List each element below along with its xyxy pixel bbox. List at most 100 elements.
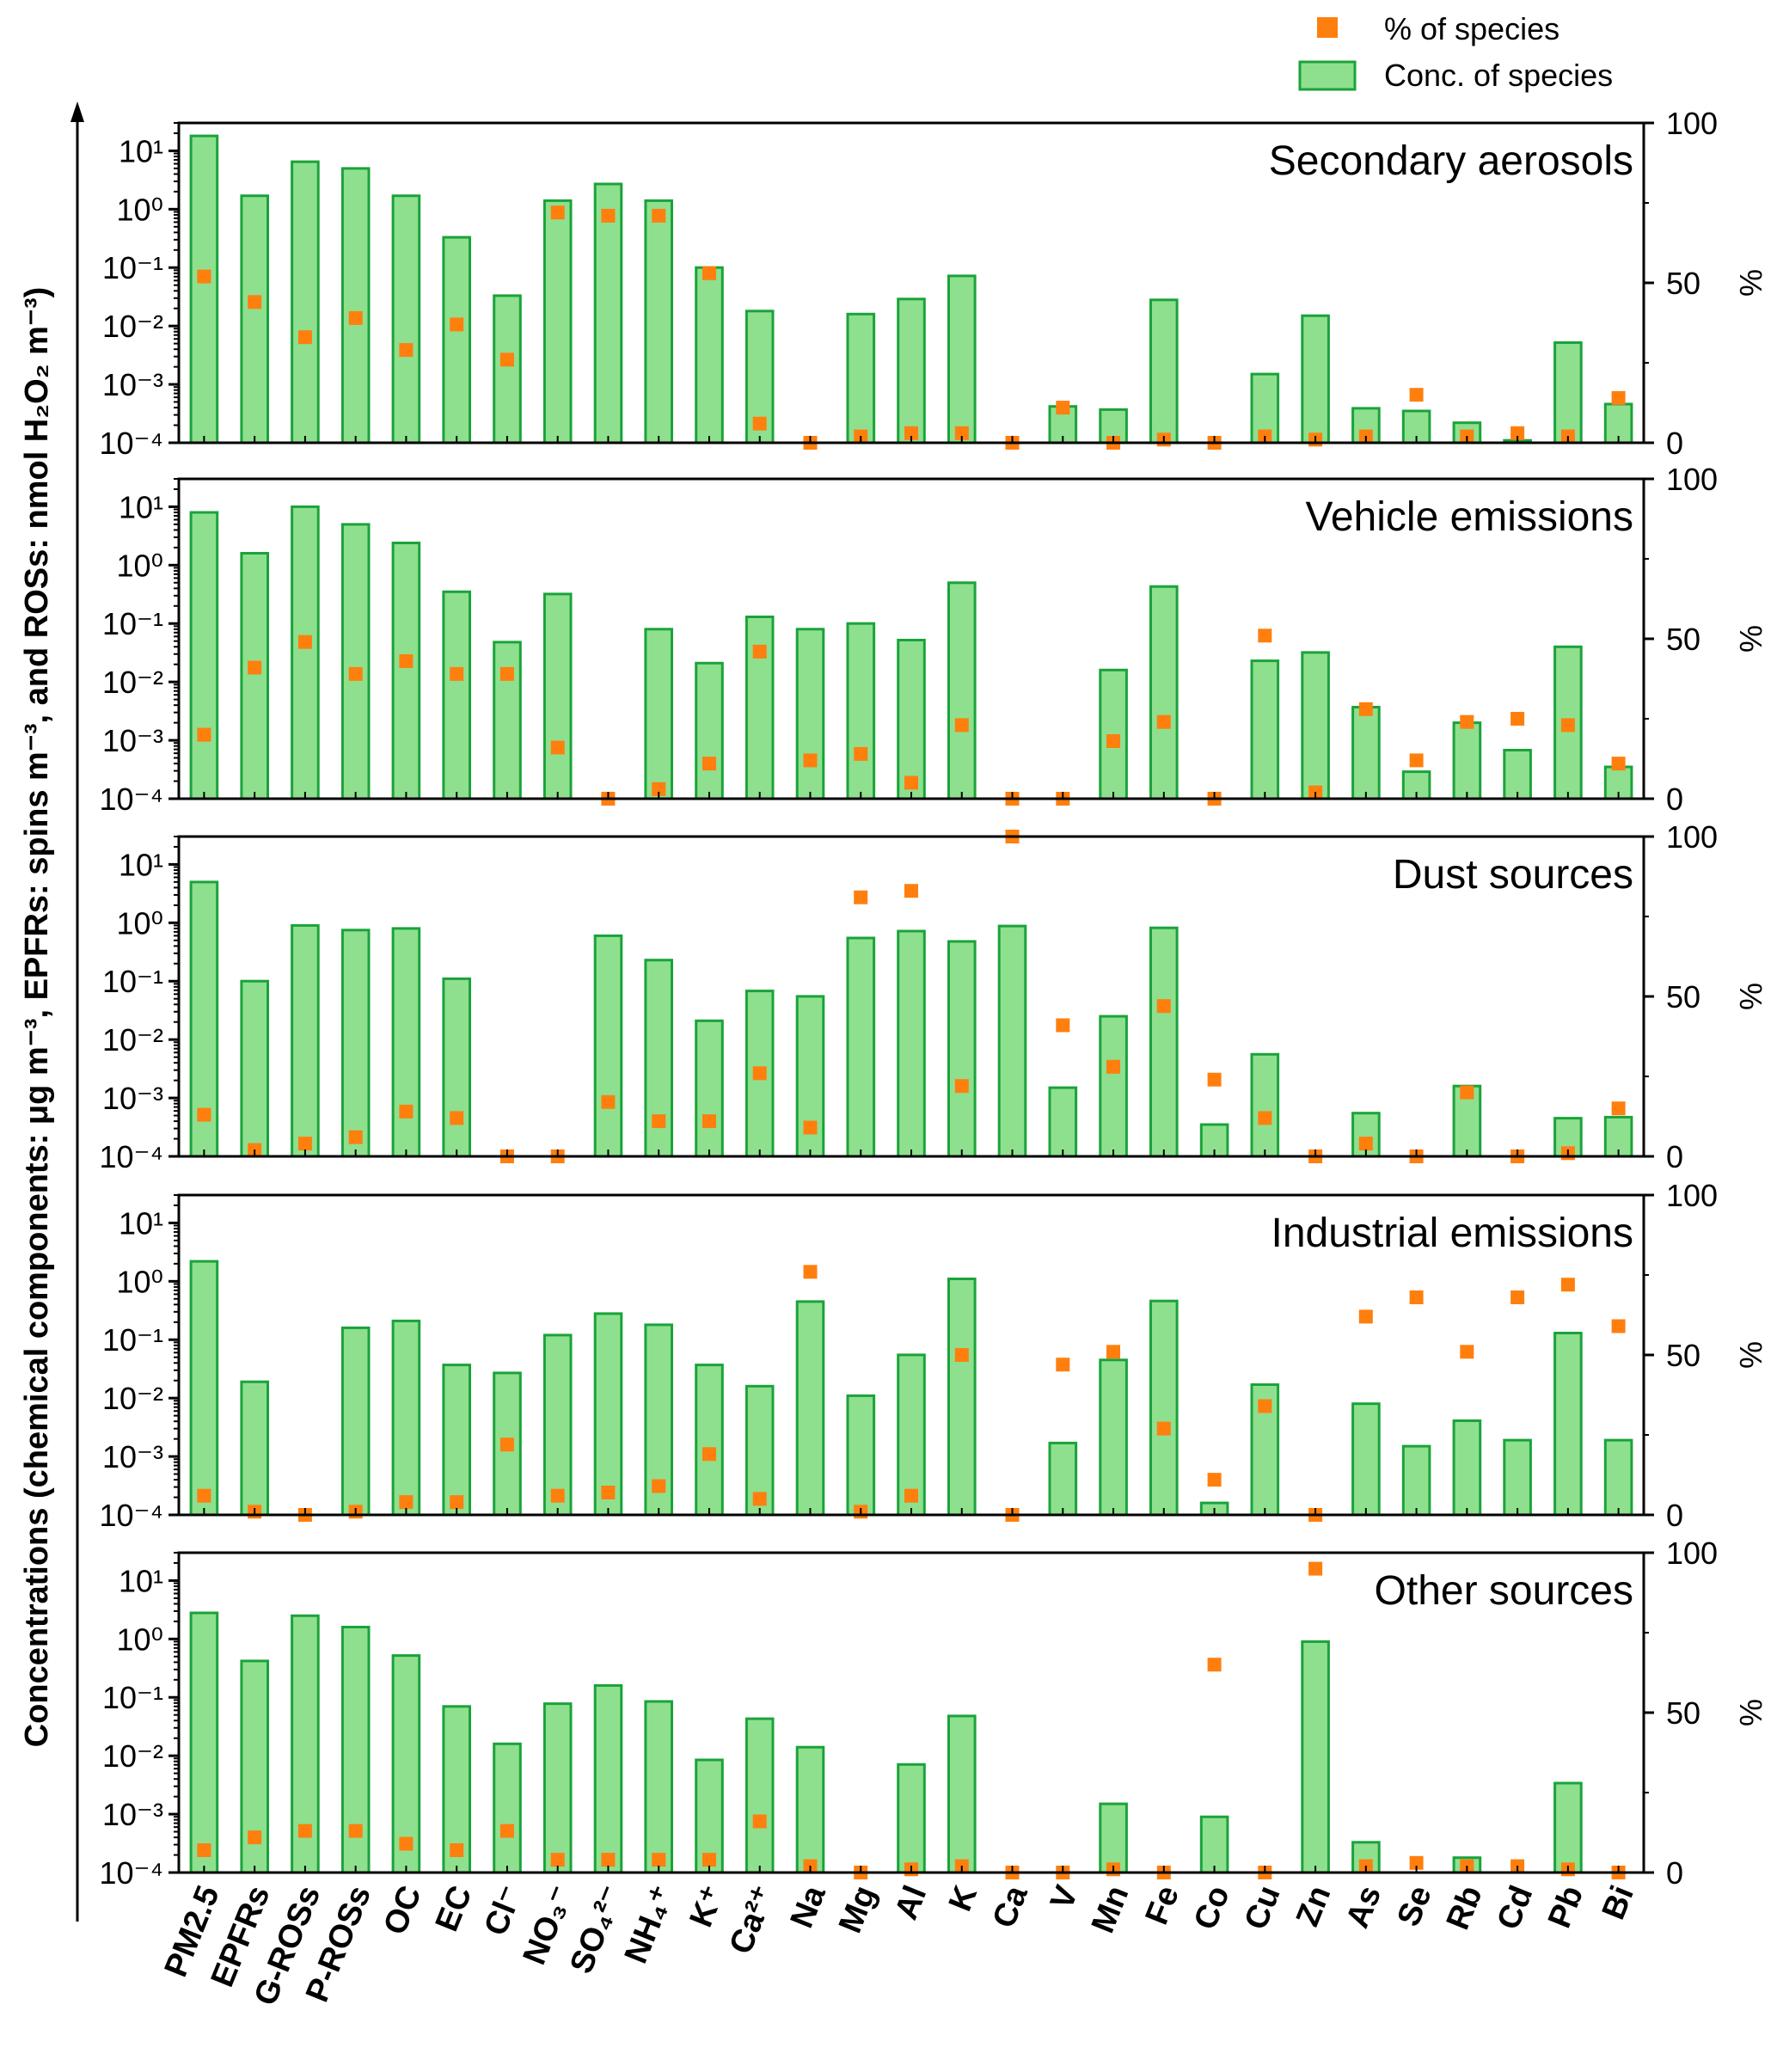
y-tick-label: 10¹ (119, 489, 163, 524)
y-tick-label: 10⁻² (102, 309, 163, 344)
legend-pct-marker (1317, 17, 1338, 38)
conc-bar (291, 923, 320, 1158)
panel-1: 10¹ 10⁰ 10⁻¹ 10⁻² 10⁻³ 10⁻⁴ 100 50 0% Secondary a… (99, 106, 1768, 461)
y-tick-label: 10⁻³ (102, 367, 163, 402)
right-tick-label: 50 (1666, 266, 1700, 301)
x-tick-label: Fe (1139, 1881, 1187, 1930)
pct-marker (1611, 1101, 1626, 1116)
x-tick-label: Mg (832, 1881, 883, 1939)
pct-marker (702, 266, 716, 280)
conc-bar (644, 628, 674, 800)
conc-bar (189, 1611, 219, 1874)
pct-marker (752, 416, 767, 431)
conc-bar (846, 622, 876, 800)
conc-bar (391, 927, 421, 1158)
conc-bar (542, 199, 573, 444)
y-tick-label: 10⁻³ (102, 1439, 163, 1474)
conc-bar (340, 1326, 371, 1517)
legend-conc-swatch (1298, 60, 1357, 91)
conc-bar (745, 990, 775, 1158)
y-tick-label: 10⁰ (117, 1264, 163, 1299)
right-tick-label: 0 (1666, 1498, 1683, 1533)
conc-bar (240, 194, 269, 444)
right-tick-label: 100 (1666, 106, 1718, 141)
conc-bar (1452, 721, 1482, 800)
conc-bar (695, 1364, 724, 1517)
conc-bar (1250, 1052, 1280, 1158)
x-tick-label: K⁺ (683, 1881, 732, 1933)
conc-bar (695, 266, 724, 444)
conc-bar (1603, 1438, 1633, 1517)
right-tick-label: 100 (1666, 1536, 1718, 1571)
pct-marker (348, 310, 363, 325)
conc-bar (897, 1353, 926, 1517)
conc-bar (240, 1380, 269, 1517)
pct-marker (297, 634, 312, 649)
panel-3: 10¹ 10⁰ 10⁻¹ 10⁻² 10⁻³ 10⁻⁴ 100 50 0% Dust source… (99, 819, 1768, 1174)
y-tick-label: 10¹ (119, 1205, 163, 1241)
y-tick-label: 10⁻⁴ (99, 782, 163, 817)
conc-bar (391, 1319, 421, 1517)
conc-bar (846, 936, 876, 1158)
pct-marker (1258, 628, 1272, 643)
pct-marker (197, 269, 211, 284)
pct-marker (702, 757, 716, 771)
pct-marker (1611, 757, 1626, 771)
right-tick-label: 0 (1666, 782, 1683, 817)
x-tick-label: Cd (1491, 1881, 1541, 1935)
pct-marker (1258, 1111, 1272, 1125)
conc-bar (1503, 1438, 1532, 1517)
conc-bar (1099, 1358, 1128, 1517)
x-tick-label: Al (888, 1881, 934, 1925)
x-tick-label: Zn (1290, 1881, 1338, 1932)
conc-bar (391, 194, 421, 444)
conc-bar (1301, 1640, 1330, 1874)
pct-marker (702, 1114, 716, 1129)
pct-marker (450, 1843, 464, 1857)
panel-5: 10¹ 10⁰ 10⁻¹ 10⁻² 10⁻³ 10⁻⁴ 100 50 0% Other sourc… (99, 1536, 1768, 1891)
conc-bar (1351, 706, 1381, 800)
pct-marker (1409, 1290, 1424, 1304)
conc-bar (1149, 1299, 1179, 1517)
pct-marker (248, 1830, 262, 1845)
legend-conc-label: Conc. of species (1384, 58, 1613, 93)
right-tick-label: 50 (1666, 622, 1700, 657)
pct-marker (803, 1120, 818, 1135)
pct-marker (550, 1853, 565, 1867)
conc-bar (745, 616, 775, 800)
conc-bar (1149, 926, 1179, 1158)
right-axis-label: % (1733, 625, 1768, 653)
conc-bar (593, 182, 623, 444)
conc-bar (846, 312, 876, 444)
x-tick-label: Mn (1085, 1881, 1136, 1939)
pct-marker (248, 660, 262, 675)
conc-bar (593, 1683, 623, 1874)
conc-bar (897, 1762, 926, 1874)
conc-bar (1553, 341, 1583, 444)
pct-marker (1560, 718, 1575, 733)
pct-marker (550, 205, 565, 220)
pct-marker (601, 1853, 616, 1867)
pct-marker (297, 1137, 312, 1151)
pct-marker (1207, 1072, 1222, 1087)
left-axis-arrow (70, 101, 84, 1922)
right-tick-label: 100 (1666, 1178, 1718, 1213)
conc-bar (997, 924, 1027, 1158)
right-tick-label: 100 (1666, 819, 1718, 855)
conc-bar (442, 590, 472, 800)
pct-marker (601, 1094, 616, 1109)
conc-bar (795, 1300, 825, 1517)
y-tick-label: 10⁰ (117, 192, 163, 227)
y-tick-label: 10⁻¹ (102, 1322, 163, 1358)
pct-marker (1358, 1137, 1373, 1151)
conc-bar (593, 934, 623, 1158)
y-axis-label: Concentrations (chemical components: μg … (19, 287, 55, 1748)
pct-marker (854, 746, 868, 761)
pct-marker (1510, 426, 1525, 440)
conc-bar (947, 1278, 977, 1517)
pct-marker (450, 1495, 464, 1510)
pct-marker (1560, 1278, 1575, 1292)
pct-marker (1207, 1473, 1222, 1487)
pct-marker (954, 718, 969, 733)
pct-marker (197, 1488, 211, 1503)
